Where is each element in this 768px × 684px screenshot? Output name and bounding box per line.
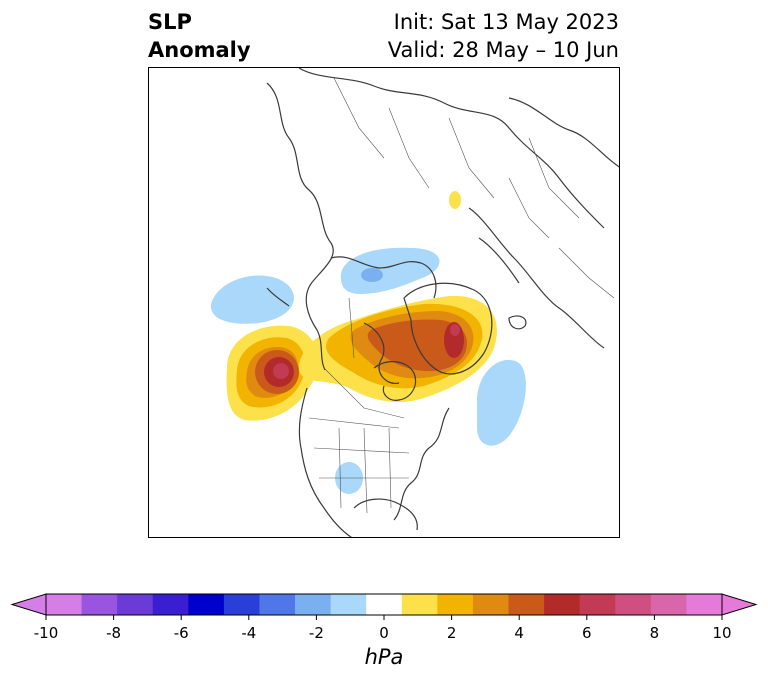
colorbar-tick-label: -4 <box>241 624 257 642</box>
colorbar-bin <box>223 594 260 615</box>
colorbar-bin <box>472 594 510 615</box>
colorbar-bin <box>366 594 403 615</box>
colorbar-units: hPa <box>364 645 404 669</box>
colorbar-bin <box>650 594 687 615</box>
negative-anomaly-arctic-ocean <box>340 247 440 294</box>
colorbar-tick-label: 6 <box>582 624 592 642</box>
colorbar-tick-label: 4 <box>514 624 524 642</box>
colorbar-tick-label: 8 <box>649 624 660 642</box>
init-date: Init: Sat 13 May 2023 <box>393 10 619 34</box>
colorbar <box>10 593 758 620</box>
map-title: SLP Anomaly <box>148 8 251 64</box>
colorbar-bin <box>46 594 83 615</box>
valid-range: Valid: 28 May – 10 Jun <box>387 38 619 62</box>
colorbar-tick-label: 10 <box>712 624 732 642</box>
colorbar-bin <box>579 594 616 615</box>
positive-anomaly-north-pacific <box>226 325 319 421</box>
colorbar-over-arrow <box>721 593 758 616</box>
negative-anomaly-north-atlantic <box>477 359 526 446</box>
forecast-dates: Init: Sat 13 May 2023 Valid: 28 May – 10… <box>388 8 619 64</box>
colorbar-bin <box>437 594 474 615</box>
colorbar-bin <box>259 594 296 615</box>
map-canvas <box>210 68 619 537</box>
colorbar-tick-label: -8 <box>106 624 122 642</box>
political-borders <box>308 77 615 514</box>
negative-anomaly-bering <box>210 275 294 324</box>
colorbar-bin <box>330 594 367 615</box>
colorbar-bin <box>508 594 545 615</box>
colorbar-tick-label: -6 <box>173 624 189 642</box>
title-anomaly: Anomaly <box>148 38 251 62</box>
map-panel <box>148 67 620 538</box>
colorbar-bin <box>686 594 723 615</box>
colorbar-tick-label: 2 <box>446 624 457 642</box>
positive-anomaly-arctic-small <box>449 191 461 209</box>
colorbar-bin <box>401 594 438 615</box>
title-variable: SLP <box>148 10 192 34</box>
colorbar-bin <box>544 594 581 615</box>
colorbar-bin <box>615 594 652 615</box>
colorbar-tick-label: -2 <box>308 624 324 642</box>
colorbar-bin <box>81 594 118 615</box>
colorbar-bin <box>152 594 189 615</box>
positive-anomaly-greenland-canada <box>299 295 497 403</box>
colorbar-bin <box>117 594 154 615</box>
colorbar-under-arrow <box>10 593 47 616</box>
coastlines <box>266 68 619 537</box>
colorbar-bin <box>295 594 332 615</box>
colorbar-tick-label: 0 <box>379 624 389 642</box>
colorbar-bin <box>188 594 225 615</box>
colorbar-tick-label: -10 <box>33 624 59 642</box>
